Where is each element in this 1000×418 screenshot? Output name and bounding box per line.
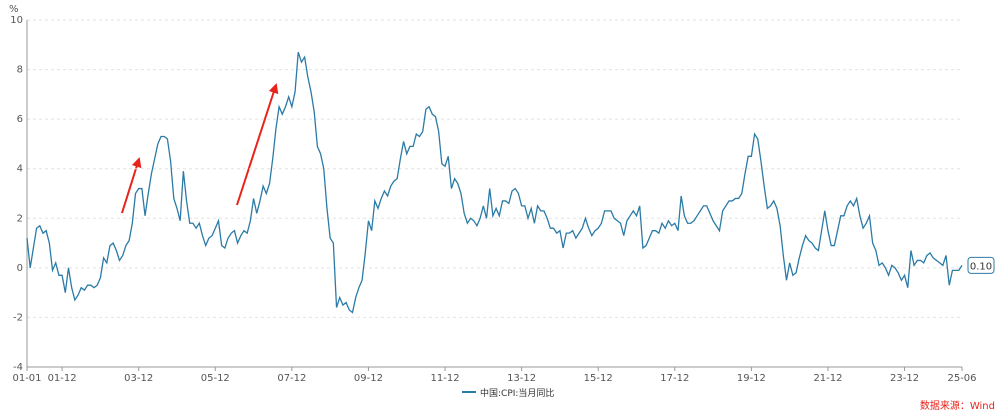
x-tick-label: 01-12 — [48, 373, 77, 384]
x-tick-label: 25-06 — [947, 373, 976, 384]
y-tick-label: -2 — [13, 312, 23, 323]
y-tick-label: 0 — [17, 263, 23, 274]
x-tick-label: 17-12 — [660, 373, 689, 384]
x-tick-label: 21-12 — [813, 373, 842, 384]
arrow — [121, 157, 142, 214]
x-tick-label: 15-12 — [584, 373, 613, 384]
end-label: 0.10 — [970, 261, 992, 272]
x-tick-label: 19-12 — [737, 373, 766, 384]
end-label-box — [967, 256, 995, 274]
y-tick-label: -4 — [13, 362, 23, 373]
y-tick-label: 4 — [17, 164, 23, 175]
x-tick-label: 05-12 — [201, 373, 230, 384]
x-tick-label: 01-01 — [12, 373, 41, 384]
x-tick-label: 13-12 — [507, 373, 536, 384]
x-tick-label: 07-12 — [277, 373, 306, 384]
arrow — [236, 83, 279, 206]
x-tick-label: 11-12 — [431, 373, 460, 384]
y-tick-label: 6 — [17, 114, 23, 125]
x-tick-label: 03-12 — [124, 373, 153, 384]
legend-label: 中国:CPI:当月同比 — [480, 387, 554, 399]
line — [26, 52, 963, 314]
y-tick-label: 8 — [17, 65, 23, 76]
x-tick-label: 23-12 — [890, 373, 919, 384]
y-tick-label: 2 — [17, 213, 23, 224]
y-unit: % — [9, 4, 19, 15]
source: 数据来源：Wind — [920, 399, 995, 412]
y-tick-label: 10 — [10, 15, 23, 26]
x-tick-label: 09-12 — [354, 373, 383, 384]
